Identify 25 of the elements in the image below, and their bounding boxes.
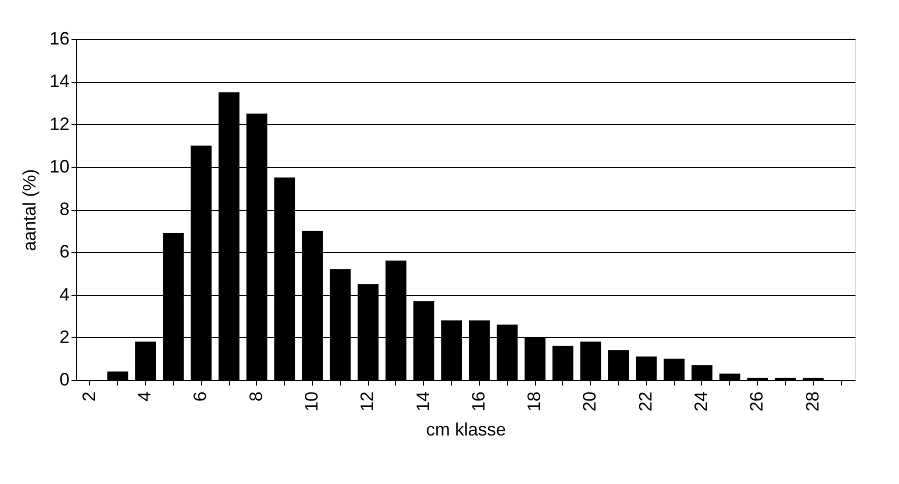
x-tick-label: 4	[134, 392, 155, 402]
y-tick-label: 6	[59, 242, 70, 262]
x-tick-label: 6	[190, 392, 210, 402]
y-tick-label: 4	[59, 284, 70, 304]
y-tick-label: 16	[49, 28, 70, 48]
x-axis-title: cm klasse	[426, 420, 506, 440]
y-tick-label: 12	[49, 114, 70, 134]
x-tick-label: 14	[412, 392, 433, 412]
x-tick-label: 12	[357, 392, 378, 412]
x-tick-label: 18	[524, 392, 544, 412]
x-tick-label: 26	[746, 392, 767, 412]
x-tick-label: 22	[635, 392, 656, 412]
y-tick-label: 10	[49, 156, 70, 176]
y-axis-title: aantal (%)	[19, 168, 40, 252]
x-tick-label: 8	[246, 392, 266, 402]
x-tick-label: 2	[78, 392, 99, 402]
x-tick-label: 28	[802, 392, 822, 412]
y-tick-label: 8	[59, 199, 70, 219]
x-tick-label: 10	[301, 392, 322, 412]
x-tick-label: 20	[580, 392, 600, 412]
y-tick-label: 14	[49, 71, 70, 92]
y-tick-label: 0	[59, 370, 70, 390]
x-tick-label: 24	[690, 392, 711, 412]
y-tick-label: 2	[59, 326, 70, 347]
x-tick-label: 16	[468, 392, 488, 412]
